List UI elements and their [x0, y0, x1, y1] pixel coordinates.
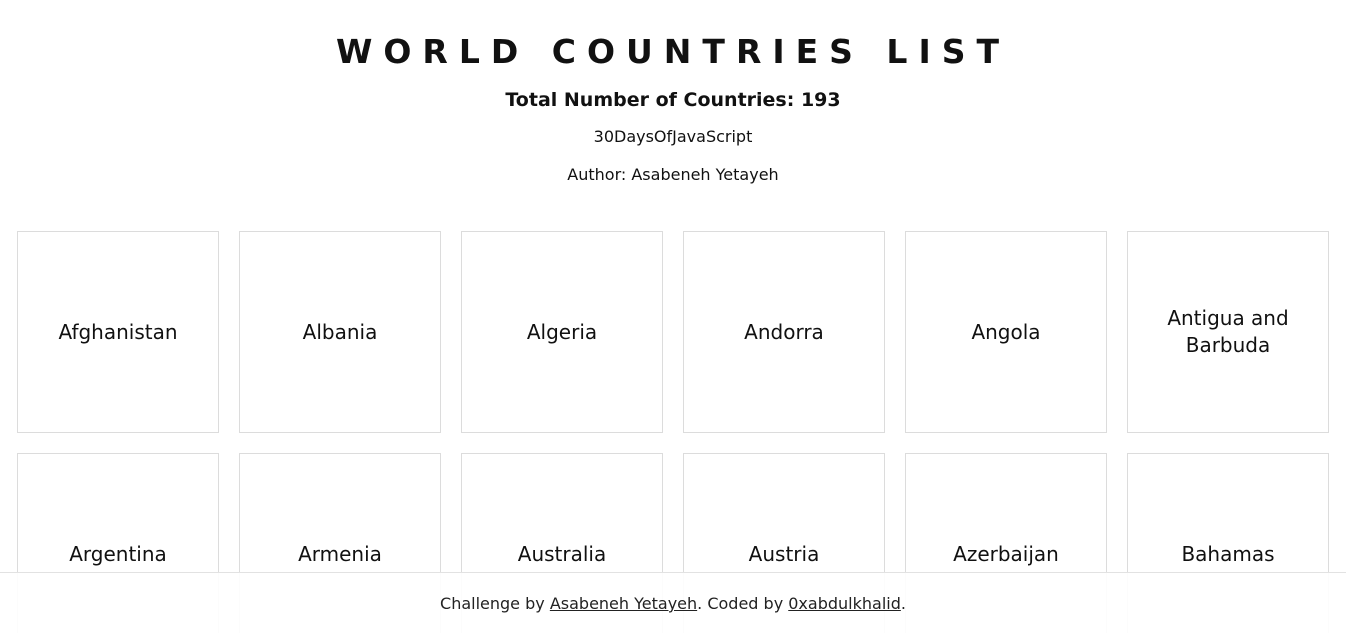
country-name: Afghanistan: [58, 319, 178, 344]
challenge-author-link[interactable]: Asabeneh Yetayeh: [549, 594, 698, 613]
footer-middle: . Coded by: [697, 594, 789, 613]
country-name: Angola: [971, 319, 1041, 344]
country-card[interactable]: Argentina: [17, 453, 219, 633]
country-name: Azerbaijan: [953, 541, 1059, 566]
page-title: WORLD COUNTRIES LIST: [335, 32, 1011, 71]
footer-suffix: .: [900, 594, 906, 613]
header: WORLD COUNTRIES LIST Total Number of Cou…: [0, 0, 1346, 185]
country-card[interactable]: Australia: [461, 453, 663, 633]
country-card[interactable]: Albania: [239, 231, 441, 433]
country-card[interactable]: Afghanistan: [17, 231, 219, 433]
subtitle: 30DaysOfJavaScript: [593, 127, 753, 146]
footer: Challenge by Asabeneh Yetayeh. Coded by …: [0, 572, 1346, 633]
countries-grid: Afghanistan Albania Algeria Andorra Ango…: [17, 231, 1329, 633]
country-name: Andorra: [744, 319, 824, 344]
country-card[interactable]: Algeria: [461, 231, 663, 433]
country-card[interactable]: Andorra: [683, 231, 885, 433]
footer-prefix: Challenge by: [440, 594, 550, 613]
total-countries: Total Number of Countries: 193: [505, 89, 841, 111]
country-card[interactable]: Armenia: [239, 453, 441, 633]
author-line: Author: Asabeneh Yetayeh: [567, 165, 779, 184]
country-card[interactable]: Antigua and Barbuda: [1127, 231, 1329, 433]
coder-link[interactable]: 0xabdulkhalid: [788, 594, 901, 613]
country-name: Austria: [748, 541, 820, 566]
country-name: Antigua and Barbuda: [1167, 306, 1289, 357]
country-name: Bahamas: [1181, 541, 1275, 566]
country-name: Australia: [517, 541, 607, 566]
country-name: Albania: [302, 319, 378, 344]
country-name: Armenia: [298, 541, 382, 566]
country-card[interactable]: Azerbaijan: [905, 453, 1107, 633]
country-name: Argentina: [69, 541, 167, 566]
country-card[interactable]: Austria: [683, 453, 885, 633]
country-name: Algeria: [526, 319, 598, 344]
country-card[interactable]: Angola: [905, 231, 1107, 433]
country-card[interactable]: Bahamas: [1127, 453, 1329, 633]
